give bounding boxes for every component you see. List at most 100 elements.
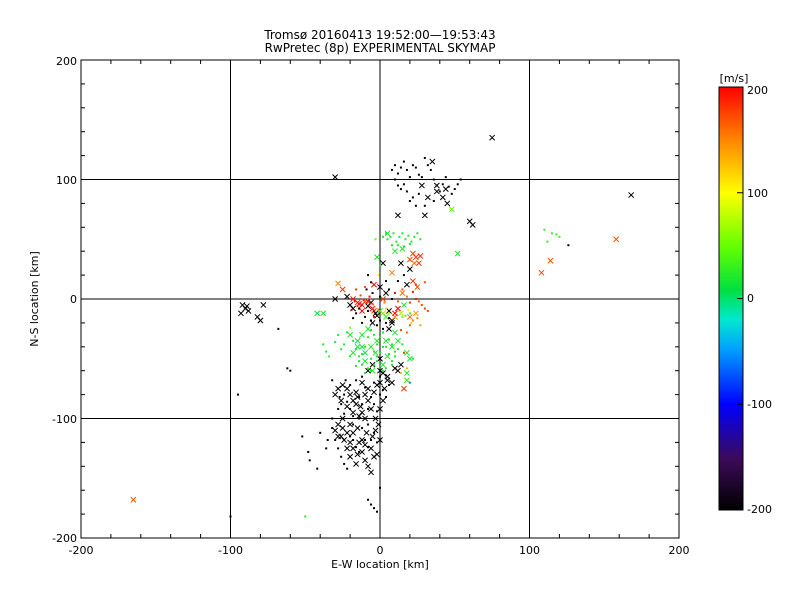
x-marker: [386, 307, 392, 314]
dot-marker: [376, 324, 379, 327]
x-marker: [353, 401, 360, 408]
dot-marker: [543, 228, 546, 231]
dot-marker: [387, 352, 390, 355]
x-marker: [380, 397, 386, 404]
dot-marker: [328, 355, 331, 358]
x-marker: [353, 460, 360, 467]
x-marker: [383, 313, 389, 320]
x-marker: [439, 194, 446, 201]
x-marker: [371, 389, 377, 396]
x-marker: [339, 286, 346, 293]
dot-marker: [365, 288, 368, 291]
dot-marker: [387, 317, 390, 320]
dot-marker: [402, 160, 405, 163]
dot-marker: [381, 345, 384, 348]
x-marker: [409, 278, 416, 285]
dot-marker: [408, 324, 411, 327]
dot-marker: [401, 315, 404, 318]
x-marker: [347, 439, 354, 446]
dot-marker: [401, 343, 404, 346]
x-marker: [406, 355, 413, 362]
dot-marker: [447, 185, 450, 188]
dot-marker: [370, 369, 373, 372]
y-tick-label: -200: [52, 532, 77, 545]
dot-marker: [401, 288, 404, 291]
x-marker: [391, 310, 398, 317]
dot-marker: [352, 339, 355, 342]
x-marker: [409, 250, 416, 257]
dot-marker: [390, 298, 393, 300]
dot-marker: [349, 435, 352, 438]
dot-marker: [405, 295, 408, 298]
dot-marker: [396, 244, 399, 247]
x-marker: [332, 174, 339, 181]
x-marker: [384, 230, 391, 237]
dot-marker: [423, 204, 426, 207]
x-marker: [403, 349, 410, 356]
x-marker: [383, 337, 389, 344]
dot-marker: [379, 319, 381, 322]
dot-marker: [376, 410, 379, 413]
dot-marker: [349, 355, 352, 358]
x-marker: [377, 405, 383, 412]
x-marker: [400, 302, 407, 308]
dot-marker: [408, 301, 411, 304]
x-marker: [380, 361, 386, 368]
dot-marker: [355, 348, 358, 351]
dot-marker: [367, 274, 370, 277]
x-marker: [383, 290, 389, 296]
dot-marker: [396, 348, 399, 351]
dot-marker: [289, 369, 292, 372]
dot-marker: [277, 327, 280, 330]
x-marker: [389, 343, 395, 350]
x-marker: [418, 182, 425, 189]
x-marker: [469, 221, 476, 228]
dot-marker: [367, 336, 370, 339]
x-marker: [359, 449, 366, 455]
dot-marker: [419, 324, 422, 327]
x-marker: [339, 425, 346, 432]
dot-marker: [417, 300, 420, 303]
dot-marker: [367, 407, 370, 410]
dot-marker: [387, 384, 390, 387]
dot-marker: [358, 360, 361, 363]
x-marker: [415, 260, 422, 267]
x-marker: [375, 421, 382, 428]
dot-marker: [399, 372, 402, 375]
dot-marker: [361, 321, 364, 324]
dot-marker: [377, 274, 380, 277]
x-marker: [369, 433, 376, 440]
dot-marker: [408, 312, 411, 315]
dot-marker: [389, 235, 392, 238]
dot-marker: [399, 188, 402, 191]
dot-marker: [376, 343, 379, 346]
y-tick-label: 200: [56, 55, 77, 68]
dot-marker: [408, 200, 411, 203]
x-marker: [332, 391, 339, 398]
dot-marker: [381, 388, 384, 391]
x-marker: [344, 293, 351, 300]
x-marker: [365, 385, 371, 392]
dot-marker: [396, 280, 399, 283]
x-marker: [359, 307, 366, 314]
x-marker: [369, 361, 376, 368]
dot-marker: [338, 395, 341, 398]
x-marker: [347, 421, 354, 428]
dot-marker: [373, 381, 376, 384]
dot-marker: [414, 283, 417, 286]
dot-marker: [411, 196, 414, 199]
dot-marker: [346, 331, 349, 334]
dot-marker: [349, 407, 352, 410]
dot-marker: [370, 395, 373, 398]
dot-marker: [337, 333, 340, 336]
chart-subtitle: RwPretec (8p) EXPERIMENTAL SKYMAP: [265, 41, 496, 55]
x-marker: [371, 453, 377, 460]
dot-marker: [398, 235, 401, 238]
dot-marker: [396, 172, 399, 175]
x-marker: [394, 212, 401, 219]
dot-marker: [429, 168, 432, 171]
dot-marker: [355, 364, 358, 367]
x-marker: [369, 367, 376, 374]
x-marker: [314, 310, 321, 317]
dot-marker: [396, 184, 399, 187]
